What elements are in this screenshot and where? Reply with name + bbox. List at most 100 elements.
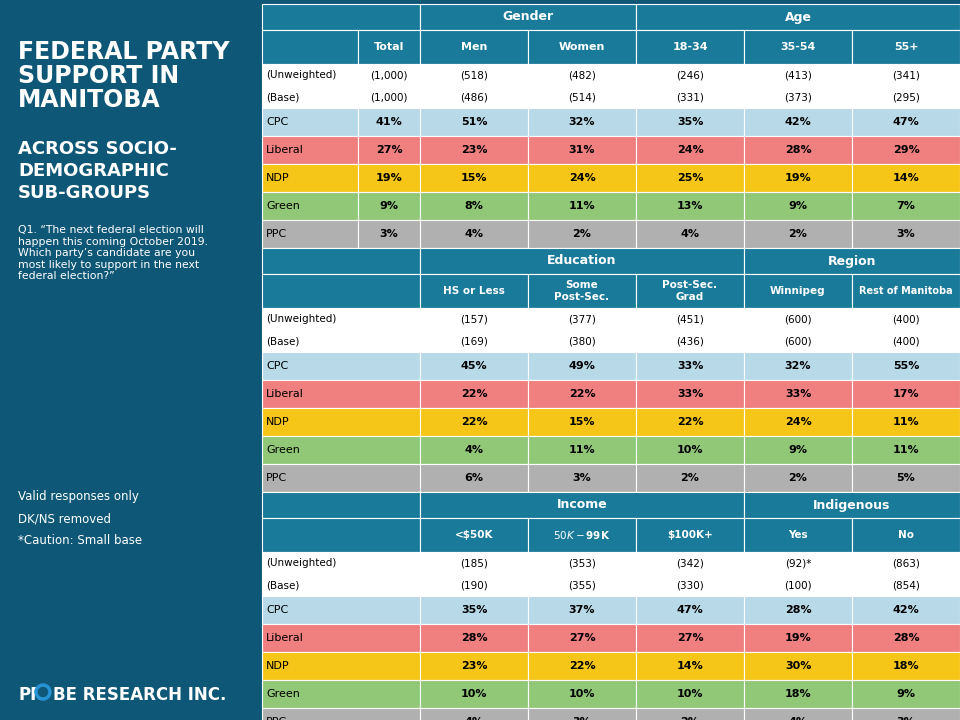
Text: (413): (413) — [784, 70, 812, 80]
Bar — [636, 64, 744, 86]
Text: No: No — [898, 530, 914, 540]
Bar — [744, 248, 960, 274]
Text: PPC: PPC — [266, 473, 287, 483]
Bar — [852, 680, 960, 708]
Text: SUB-GROUPS: SUB-GROUPS — [18, 184, 151, 202]
Bar — [852, 574, 960, 596]
Text: 22%: 22% — [568, 661, 595, 671]
Bar — [420, 408, 528, 436]
Bar — [262, 352, 420, 380]
Bar — [852, 136, 960, 164]
Text: Total: Total — [373, 42, 404, 52]
Text: 19%: 19% — [784, 633, 811, 643]
Bar — [420, 274, 528, 308]
Text: 18-34: 18-34 — [672, 42, 708, 52]
Bar — [744, 624, 852, 652]
Text: (863): (863) — [892, 558, 920, 568]
Bar — [744, 136, 852, 164]
Bar — [852, 408, 960, 436]
Bar — [852, 330, 960, 352]
Bar — [262, 408, 420, 436]
Bar — [744, 574, 852, 596]
Text: 3%: 3% — [897, 229, 916, 239]
Bar — [528, 274, 636, 308]
Text: 3%: 3% — [572, 473, 591, 483]
Text: PPC: PPC — [266, 229, 287, 239]
Text: (380): (380) — [568, 336, 596, 346]
Text: Region: Region — [828, 254, 876, 268]
Bar — [262, 518, 420, 552]
Text: 55+: 55+ — [894, 42, 919, 52]
Text: Indigenous: Indigenous — [813, 498, 891, 511]
Bar — [852, 652, 960, 680]
Text: (377): (377) — [568, 314, 596, 324]
Text: 37%: 37% — [568, 605, 595, 615]
Bar — [744, 308, 852, 330]
Text: (Unweighted): (Unweighted) — [266, 70, 336, 80]
Text: (436): (436) — [676, 336, 704, 346]
Bar — [528, 408, 636, 436]
Bar — [262, 464, 420, 492]
Bar — [528, 30, 636, 64]
Text: (482): (482) — [568, 70, 596, 80]
Bar — [420, 680, 528, 708]
Text: 55%: 55% — [893, 361, 919, 371]
Text: (Base): (Base) — [266, 336, 300, 346]
Text: 13%: 13% — [677, 201, 704, 211]
Text: (Base): (Base) — [266, 580, 300, 590]
Text: 5%: 5% — [897, 473, 916, 483]
Text: 14%: 14% — [893, 173, 920, 183]
Text: 9%: 9% — [379, 201, 398, 211]
Bar — [528, 64, 636, 86]
Bar — [420, 652, 528, 680]
Text: ACROSS SOCIO-: ACROSS SOCIO- — [18, 140, 177, 158]
Bar — [262, 436, 420, 464]
Bar — [358, 164, 420, 192]
Text: (518): (518) — [460, 70, 488, 80]
Bar — [852, 596, 960, 624]
Bar — [262, 330, 420, 352]
Text: (400): (400) — [892, 336, 920, 346]
Bar — [528, 220, 636, 248]
Bar — [420, 64, 528, 86]
Bar — [852, 436, 960, 464]
Text: 15%: 15% — [461, 173, 488, 183]
Text: 22%: 22% — [677, 417, 704, 427]
Bar — [420, 492, 744, 518]
Text: 2%: 2% — [788, 473, 807, 483]
Text: 19%: 19% — [375, 173, 402, 183]
Text: 2%: 2% — [681, 717, 700, 720]
Text: 22%: 22% — [568, 389, 595, 399]
Text: 2%: 2% — [788, 229, 807, 239]
Bar — [744, 492, 960, 518]
Bar — [852, 518, 960, 552]
Bar — [528, 308, 636, 330]
Text: 32%: 32% — [784, 361, 811, 371]
Text: 33%: 33% — [677, 389, 703, 399]
Text: 41%: 41% — [375, 117, 402, 127]
Text: 30%: 30% — [785, 661, 811, 671]
Text: 6%: 6% — [465, 473, 484, 483]
Text: (169): (169) — [460, 336, 488, 346]
Text: 33%: 33% — [677, 361, 703, 371]
Bar — [636, 352, 744, 380]
Text: Income: Income — [557, 498, 608, 511]
Bar — [262, 108, 358, 136]
Circle shape — [38, 688, 47, 696]
Bar — [420, 136, 528, 164]
Text: (331): (331) — [676, 92, 704, 102]
Circle shape — [35, 684, 51, 700]
Text: NDP: NDP — [266, 417, 290, 427]
Bar — [636, 86, 744, 108]
Text: (330): (330) — [676, 580, 704, 590]
Text: (1,000): (1,000) — [371, 92, 408, 102]
Text: 10%: 10% — [568, 689, 595, 699]
Bar — [744, 596, 852, 624]
Text: 27%: 27% — [375, 145, 402, 155]
Bar — [420, 220, 528, 248]
Bar — [262, 86, 358, 108]
Bar — [420, 574, 528, 596]
Text: (353): (353) — [568, 558, 596, 568]
Bar — [358, 64, 420, 86]
Text: 11%: 11% — [893, 445, 920, 455]
